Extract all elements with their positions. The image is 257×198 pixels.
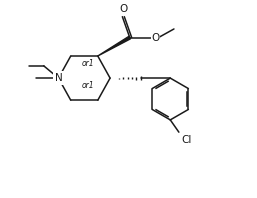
Text: Cl: Cl (181, 135, 192, 145)
Text: or1: or1 (82, 59, 94, 68)
Text: O: O (151, 32, 160, 43)
Text: or1: or1 (82, 81, 94, 90)
Text: O: O (119, 4, 127, 14)
Text: N: N (54, 73, 62, 83)
Polygon shape (98, 36, 131, 56)
